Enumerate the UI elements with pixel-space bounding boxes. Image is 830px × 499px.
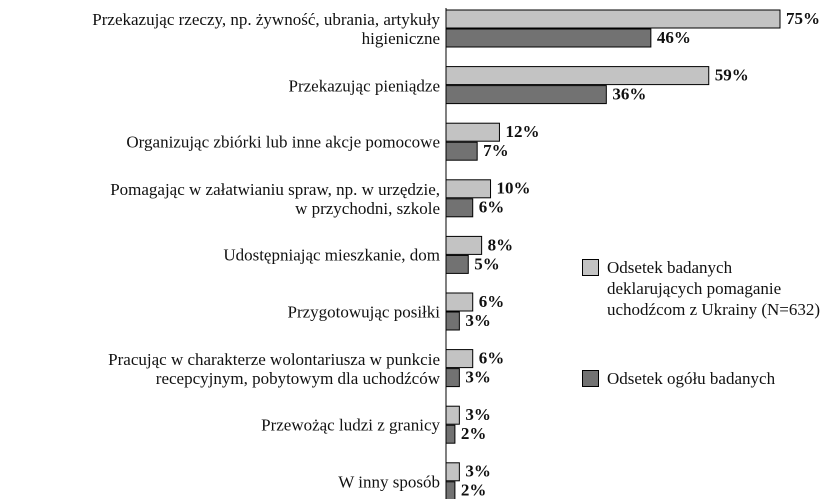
value-label: 10% — [497, 179, 531, 198]
legend-swatch — [582, 370, 599, 387]
bar — [445, 405, 460, 425]
bar — [445, 198, 474, 218]
category-label: Pomagając w załatwianiu spraw, np. w urz… — [110, 179, 440, 218]
bar — [445, 349, 474, 369]
legend-label: Odsetek ogółu badanych — [607, 369, 776, 388]
value-label: 5% — [474, 254, 500, 273]
value-label: 46% — [657, 28, 691, 47]
bar — [445, 235, 483, 255]
bar — [445, 141, 478, 161]
value-label: 2% — [461, 424, 487, 443]
value-label: 3% — [465, 311, 491, 330]
bar — [445, 311, 460, 331]
bar — [445, 66, 710, 86]
category-label: Udostępniając mieszkanie, dom — [223, 245, 440, 265]
value-label: 7% — [483, 141, 509, 160]
value-label: 3% — [465, 462, 491, 481]
bar — [445, 28, 652, 48]
value-label: 59% — [715, 66, 749, 85]
bar — [445, 368, 460, 388]
legend-item: Odsetek ogółu badanych — [582, 368, 822, 389]
category-label: Pracując w charakterze wolontariusza w p… — [108, 349, 440, 388]
bar — [445, 9, 781, 29]
category-label: Przekazując pieniądze — [288, 76, 441, 96]
category-label: Organizując zbiórki lub inne akcje pomoc… — [126, 132, 440, 152]
value-label: 8% — [488, 235, 514, 254]
value-label: 2% — [461, 481, 487, 499]
value-label: 36% — [612, 85, 646, 104]
bar — [445, 122, 500, 142]
value-label: 6% — [479, 349, 505, 368]
value-label: 12% — [505, 122, 539, 141]
bar — [445, 462, 460, 482]
bar — [445, 254, 469, 274]
value-label: 6% — [479, 292, 505, 311]
bar — [445, 424, 456, 444]
category-label: Przewożąc ludzi z granicy — [261, 415, 440, 435]
legend-swatch — [582, 259, 599, 276]
legend-item: Odsetek badanych deklarujących pomaganie… — [582, 257, 822, 320]
value-label: 6% — [479, 198, 505, 217]
value-label: 3% — [465, 405, 491, 424]
legend-label: Odsetek badanych deklarujących pomaganie… — [607, 258, 821, 319]
value-label: 3% — [465, 368, 491, 387]
bar — [445, 179, 492, 199]
bar — [445, 292, 474, 312]
bar — [445, 85, 607, 105]
bar — [445, 481, 456, 499]
value-label: 75% — [786, 9, 820, 28]
category-label: Przekazując rzeczy, np. żywność, ubrania… — [92, 10, 440, 48]
category-label: W inny sposób — [338, 472, 440, 492]
category-label: Przygotowując posiłki — [287, 302, 440, 322]
